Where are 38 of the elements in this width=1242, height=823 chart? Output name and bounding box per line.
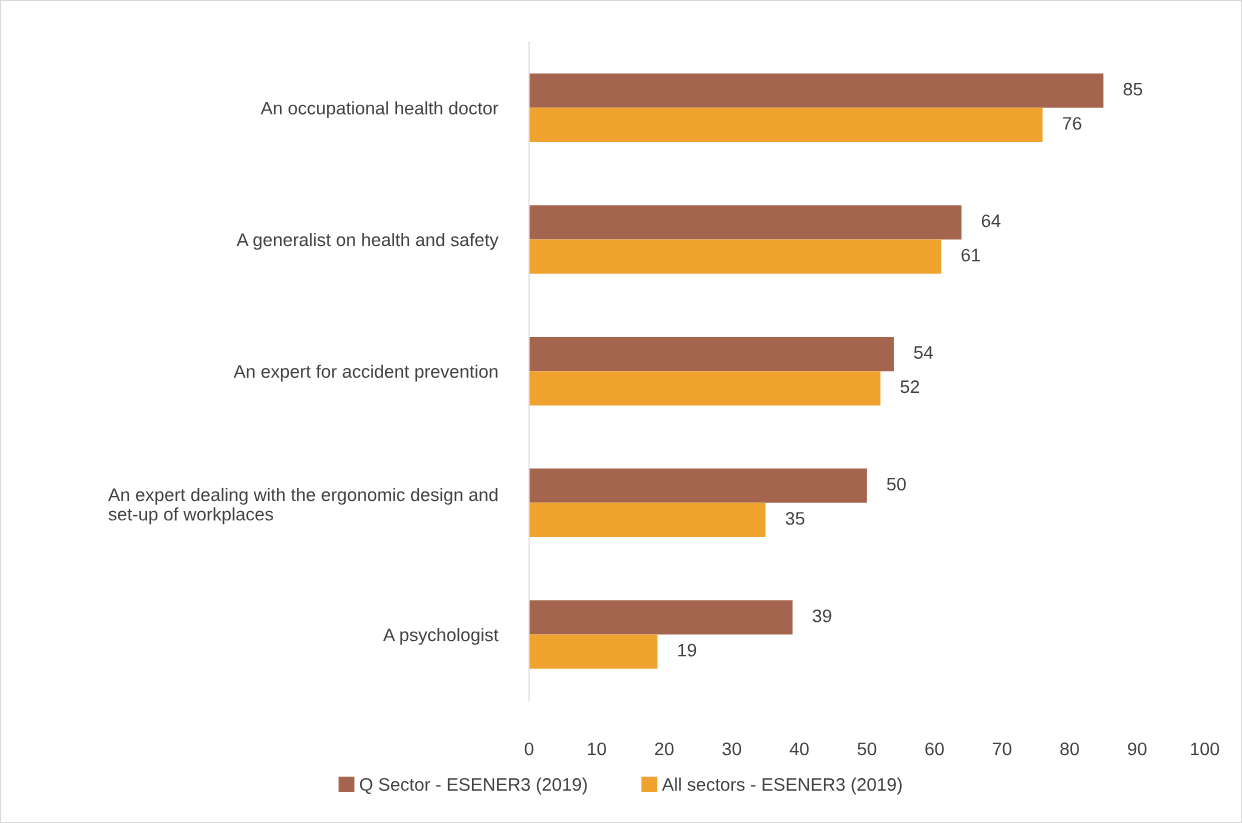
legend-label: Q Sector - ESENER3 (2019) bbox=[359, 777, 587, 795]
bar bbox=[529, 239, 942, 274]
x-tick-label: 30 bbox=[722, 742, 742, 756]
legend-label: All sectors - ESENER3 (2019) bbox=[661, 777, 902, 795]
bar bbox=[529, 205, 962, 240]
bar bbox=[529, 502, 766, 538]
y-tick-label: A generalist on health and safety bbox=[236, 232, 499, 250]
data-label: 61 bbox=[961, 248, 980, 262]
data-label: 85 bbox=[1123, 82, 1143, 96]
x-tick-label: 40 bbox=[789, 742, 809, 756]
bar bbox=[529, 107, 1043, 143]
data-label: 50 bbox=[887, 477, 906, 491]
data-label: 39 bbox=[812, 609, 832, 623]
x-tick-label: 0 bbox=[524, 742, 534, 756]
bar bbox=[529, 468, 867, 503]
data-label: 76 bbox=[1062, 116, 1082, 130]
y-tick-label: An occupational health doctor bbox=[260, 101, 499, 119]
x-tick-label: 90 bbox=[1127, 742, 1147, 756]
data-label: 19 bbox=[678, 643, 697, 657]
bar bbox=[529, 600, 793, 635]
data-label: 35 bbox=[785, 512, 805, 525]
data-label: 54 bbox=[914, 346, 933, 359]
x-tick-label: 100 bbox=[1191, 742, 1220, 756]
bar bbox=[529, 336, 894, 372]
y-tick-label: A psychologist bbox=[383, 627, 499, 645]
y-tick-label: An expert for accident prevention bbox=[233, 364, 498, 382]
x-tick-label: 20 bbox=[655, 742, 674, 756]
bar bbox=[529, 73, 1104, 108]
bar bbox=[529, 371, 881, 406]
data-label: 64 bbox=[981, 214, 1001, 228]
y-tick-label: An expert dealing with the ergonomic design and set-up of workplaces bbox=[108, 487, 498, 525]
x-tick-label: 10 bbox=[587, 742, 606, 756]
x-tick-label: 70 bbox=[992, 742, 1012, 756]
bar bbox=[529, 634, 658, 669]
x-tick-label: 50 bbox=[857, 742, 877, 756]
x-tick-label: 80 bbox=[1060, 742, 1079, 756]
data-label: 52 bbox=[900, 380, 920, 394]
x-tick-label: 60 bbox=[925, 742, 944, 756]
